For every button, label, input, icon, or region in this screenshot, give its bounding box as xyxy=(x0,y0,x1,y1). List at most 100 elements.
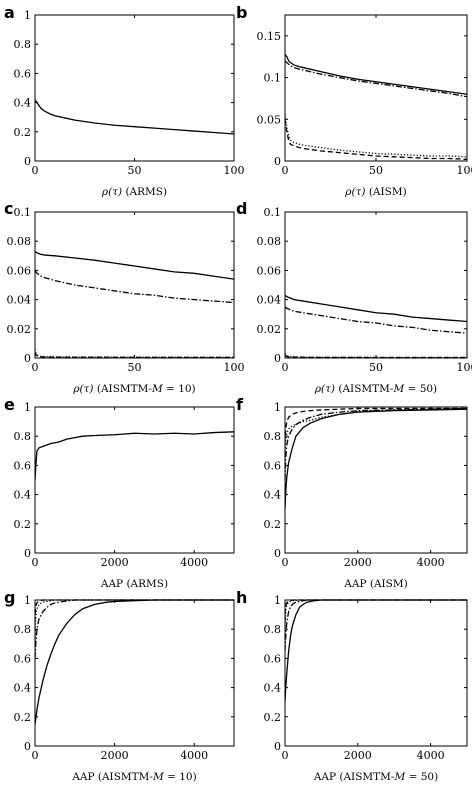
x-tick-label: 0 xyxy=(32,361,39,374)
y-tick-label: 0.6 xyxy=(14,67,32,80)
panel-letter: b xyxy=(236,3,247,22)
x-axis-label-part: M xyxy=(152,771,164,783)
x-tick-label: 100 xyxy=(224,164,245,177)
series-line-a-solid xyxy=(35,99,234,135)
x-axis-label-part: = 50) xyxy=(404,383,437,395)
y-tick-label: 0.6 xyxy=(14,459,32,472)
x-axis-label-part: M xyxy=(392,383,404,395)
y-tick-label: 1 xyxy=(24,401,31,414)
y-tick-label: 0.8 xyxy=(14,38,32,51)
x-axis-label-part: ρ(τ) xyxy=(101,186,122,198)
x-tick-label: 0 xyxy=(282,749,289,762)
plot-frame xyxy=(284,211,468,359)
plot-frame xyxy=(34,14,235,162)
y-tick-label: 0.4 xyxy=(14,97,32,110)
y-tick-label: 0.06 xyxy=(257,264,282,277)
y-tick-label: 1 xyxy=(274,401,281,414)
y-tick-label: 0.2 xyxy=(264,518,282,531)
y-tick-label: 0 xyxy=(274,155,281,168)
y-tick-label: 0.8 xyxy=(264,623,282,636)
panel-g: 0 2000 4000 0 0.2 0.4 0.6 0.8 1 AAP (AISMTM-M = 1… xyxy=(4,588,235,783)
panel-letter: a xyxy=(4,3,15,22)
plot-frame xyxy=(284,14,468,162)
series-line-f-dotted xyxy=(285,407,467,451)
series-line-d-dashdot xyxy=(285,306,467,334)
series-line-b-dashdot xyxy=(285,60,467,98)
x-axis-label-part: (AISMTM- xyxy=(94,383,153,395)
x-axis-label: AAP (AISMTM-M = 10) xyxy=(71,771,196,783)
series-line-b-dashed xyxy=(285,119,467,160)
x-axis-label-part: ρ(τ) xyxy=(314,383,335,395)
x-tick-label: 100 xyxy=(457,164,472,177)
x-tick-label: 50 xyxy=(128,164,142,177)
x-axis-label-part: = 50) xyxy=(405,771,438,783)
x-tick-label: 2000 xyxy=(101,749,129,762)
y-tick-label: 0 xyxy=(24,155,31,168)
x-axis-label-part: ρ(τ) xyxy=(72,383,93,395)
x-axis-label-part: AAP (AISM) xyxy=(343,578,407,590)
y-tick-label: 0.08 xyxy=(257,235,282,248)
plot-frame xyxy=(284,599,468,747)
x-axis-label-part: ρ(τ) xyxy=(344,186,365,198)
y-tick-label: 0.8 xyxy=(14,430,32,443)
x-axis-label: ρ(τ) (AISM) xyxy=(344,186,406,198)
y-tick-label: 0.2 xyxy=(14,518,32,531)
series-line-c-dashdot xyxy=(35,270,234,304)
y-tick-label: 0 xyxy=(24,547,31,560)
series-line-d-solid xyxy=(285,294,467,323)
series-line-h-solid xyxy=(285,599,467,703)
series-line-b-dotted xyxy=(285,115,467,158)
x-axis-label: AAP (AISM) xyxy=(343,578,407,590)
plot-frame xyxy=(34,599,235,747)
panel-a: 0 50 100 0 0.2 0.4 0.6 0.8 1 ρ(τ) (ARMS) a xyxy=(4,3,245,198)
plot-frame xyxy=(34,211,235,359)
x-tick-label: 0 xyxy=(32,164,39,177)
x-tick-label: 100 xyxy=(457,361,472,374)
x-axis-label-part: AAP (ARMS) xyxy=(100,578,168,590)
x-tick-label: 2000 xyxy=(101,556,129,569)
y-tick-label: 0.02 xyxy=(7,323,32,336)
x-tick-label: 0 xyxy=(282,556,289,569)
y-tick-label: 0.8 xyxy=(264,430,282,443)
y-tick-label: 0.6 xyxy=(14,652,32,665)
series-line-b-solid xyxy=(285,53,467,95)
y-tick-label: 0 xyxy=(274,740,281,753)
panel-d: 0 50 100 0 0.02 0.04 0.06 0.08 0.1 ρ(τ) (AISMTM-M… xyxy=(236,199,472,395)
x-axis-label-part: = 10) xyxy=(164,771,197,783)
y-tick-label: 1 xyxy=(24,594,31,607)
plot-frame xyxy=(34,406,235,554)
x-tick-label: 0 xyxy=(282,361,289,374)
x-tick-label: 2000 xyxy=(344,749,372,762)
series-line-f-dashed xyxy=(285,407,467,444)
series-line-g-dotted xyxy=(35,599,234,644)
y-tick-label: 0.15 xyxy=(257,30,282,43)
y-tick-label: 0.2 xyxy=(14,711,32,724)
series-line-h-dashed xyxy=(285,599,467,622)
x-tick-label: 0 xyxy=(32,556,39,569)
y-tick-label: 0.04 xyxy=(257,294,282,307)
panel-letter: g xyxy=(4,588,15,607)
y-tick-label: 0.8 xyxy=(14,623,32,636)
plot-frame xyxy=(284,406,468,554)
series-line-e-solid xyxy=(35,431,234,481)
x-tick-label: 50 xyxy=(128,361,142,374)
panel-c: 0 50 100 0 0.02 0.04 0.06 0.08 0.1 ρ(τ) (AISMTM-M… xyxy=(4,199,245,395)
y-tick-label: 0.02 xyxy=(257,323,282,336)
series-line-g-dashed xyxy=(35,599,234,622)
y-tick-label: 1 xyxy=(24,9,31,22)
y-tick-label: 0.6 xyxy=(264,652,282,665)
x-tick-label: 2000 xyxy=(344,556,372,569)
panel-letter: e xyxy=(4,395,15,414)
x-axis-label-part: (AISM) xyxy=(365,186,406,198)
x-tick-label: 4000 xyxy=(180,556,208,569)
y-tick-label: 0 xyxy=(274,547,281,560)
y-tick-label: 0.04 xyxy=(7,294,32,307)
series-line-g-solid xyxy=(35,599,234,725)
x-axis-label: ρ(τ) (AISMTM-M = 10) xyxy=(72,383,195,395)
series-line-h-dotted xyxy=(285,599,467,630)
x-axis-label-part: AAP (AISMTM- xyxy=(71,771,153,783)
x-axis-label-part: = 10) xyxy=(163,383,196,395)
x-axis-label-part: (ARMS) xyxy=(122,186,167,198)
y-tick-label: 0.1 xyxy=(14,206,32,219)
